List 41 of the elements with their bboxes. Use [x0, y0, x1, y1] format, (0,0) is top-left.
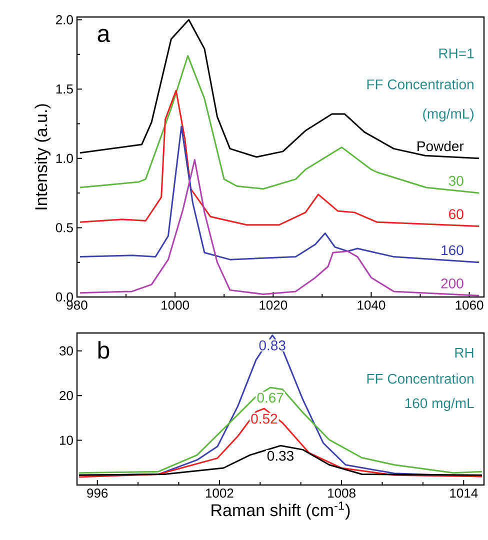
series-label: Powder: [418, 140, 464, 152]
series-label: 30: [448, 176, 464, 186]
y-tick-label: 0.0: [56, 292, 73, 302]
annotation: RH: [455, 348, 474, 358]
y-tick-label: 10: [60, 436, 73, 445]
line-series: [79, 90, 480, 228]
y-tick-label: 1.0: [56, 154, 73, 163]
series-label: 0.52: [251, 414, 278, 424]
series-label: 0.67: [257, 392, 284, 403]
annotation: RH=1: [439, 48, 474, 58]
series-label: 200: [441, 278, 464, 288]
series-label: 0.33: [267, 450, 294, 461]
annotation: 160 mg/mL: [405, 398, 474, 411]
y-tick-label: 20: [60, 390, 73, 400]
x-axis-title: Raman shift (cm$^{-1}$): [212, 502, 350, 520]
series-label: 60: [449, 209, 464, 220]
x-tick-label: 1020: [260, 300, 288, 310]
x-tick-label: 1000: [162, 300, 190, 310]
annotation: a: [98, 28, 110, 42]
annotation: b: [98, 341, 110, 359]
annotation: (mg/mL): [423, 108, 474, 122]
y-tick-label: 0.5: [56, 223, 73, 232]
series-label: 0.83: [259, 340, 286, 350]
y-tick-label: 1.5: [56, 84, 73, 94]
line-series: [79, 19, 480, 160]
y-tick-label: 30: [60, 346, 73, 356]
x-tick-label: 1040: [358, 300, 386, 310]
line-series: [79, 159, 480, 296]
x-tick-label: 980: [66, 300, 88, 310]
x-tick-label: 1008: [328, 488, 356, 498]
annotation: FF Concentration: [367, 373, 474, 384]
series-label: 160: [442, 245, 464, 256]
x-tick-label: 996: [87, 488, 108, 498]
y-tick-label: 2.0: [56, 15, 73, 24]
annotation: FF Concentration: [367, 79, 474, 90]
line-series: [79, 126, 480, 264]
y-axis-title: Intensity (a.u.): [34, 104, 51, 210]
x-tick-label: 1060: [456, 300, 484, 310]
x-tick-label: 1014: [450, 488, 478, 498]
line-series: [78, 386, 483, 474]
x-tick-label: 1002: [206, 488, 234, 498]
